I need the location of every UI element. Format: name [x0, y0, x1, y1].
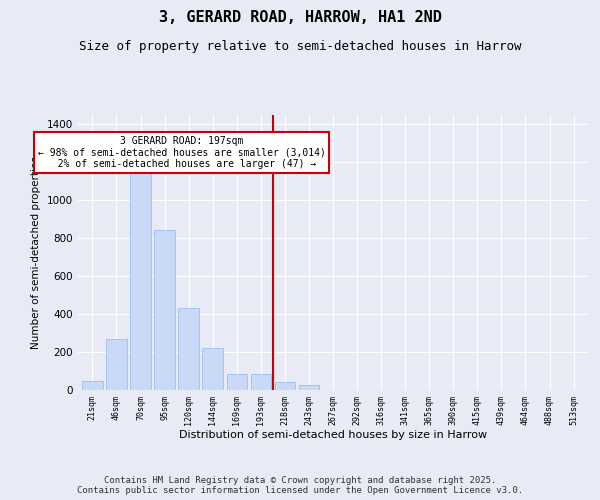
Text: Size of property relative to semi-detached houses in Harrow: Size of property relative to semi-detach… [79, 40, 521, 53]
Bar [299, 386, 319, 390]
Text: 3, GERARD ROAD, HARROW, HA1 2ND: 3, GERARD ROAD, HARROW, HA1 2ND [158, 10, 442, 25]
Bar [275, 382, 295, 390]
Bar [82, 382, 103, 390]
Bar [251, 374, 271, 390]
Bar [154, 230, 175, 390]
X-axis label: Distribution of semi-detached houses by size in Harrow: Distribution of semi-detached houses by … [179, 430, 487, 440]
Text: Contains HM Land Registry data © Crown copyright and database right 2025.
Contai: Contains HM Land Registry data © Crown c… [77, 476, 523, 495]
Bar [202, 348, 223, 390]
Bar [130, 170, 151, 390]
Text: 3 GERARD ROAD: 197sqm
← 98% of semi-detached houses are smaller (3,014)
  2% of : 3 GERARD ROAD: 197sqm ← 98% of semi-deta… [38, 136, 325, 169]
Bar [106, 339, 127, 390]
Bar [227, 374, 247, 390]
Bar [178, 308, 199, 390]
Y-axis label: Number of semi-detached properties: Number of semi-detached properties [31, 156, 41, 349]
